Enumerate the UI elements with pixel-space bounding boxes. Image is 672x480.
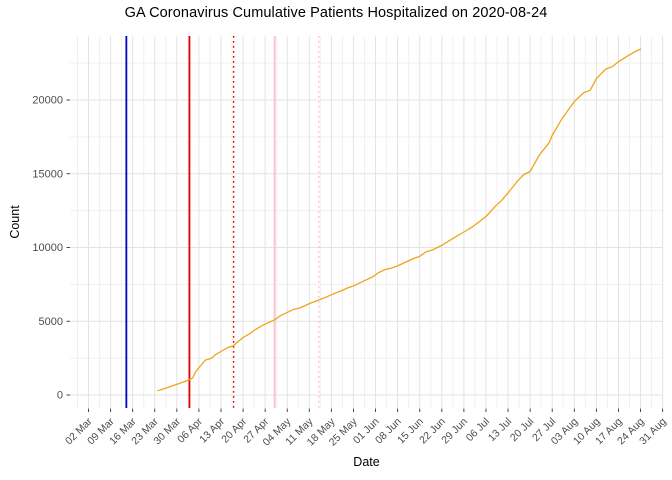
x-axis-title: Date bbox=[353, 455, 380, 469]
x-tick-label: 06 Jul bbox=[464, 416, 492, 444]
y-tick-label: 5000 bbox=[39, 316, 63, 328]
x-tick-label: 20 Jul bbox=[508, 416, 536, 444]
y-tick-label: 10000 bbox=[32, 242, 63, 254]
y-tick-label: 0 bbox=[57, 390, 63, 402]
y-tick-label: 15000 bbox=[32, 168, 63, 180]
y-tick-label: 20000 bbox=[32, 95, 63, 107]
series-line bbox=[157, 48, 642, 392]
chart-title: GA Coronavirus Cumulative Patients Hospi… bbox=[124, 5, 548, 21]
x-tick-label: 13 Jul bbox=[486, 416, 514, 444]
